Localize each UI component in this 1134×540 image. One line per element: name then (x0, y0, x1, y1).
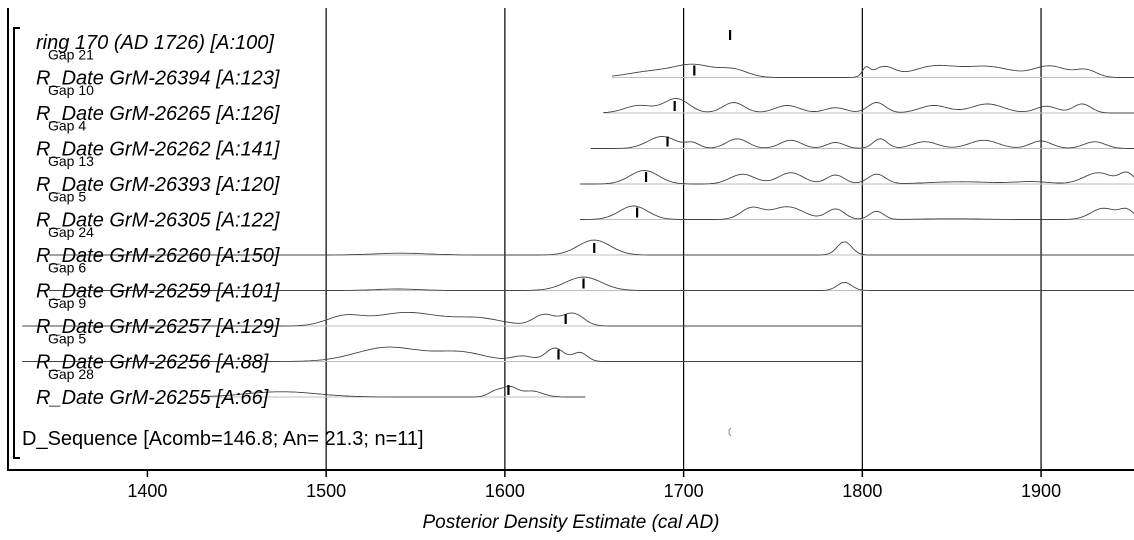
likelihood-curve (612, 63, 1134, 78)
distributions (22, 30, 1134, 437)
row-label: R_Date GrM-26393 [A:120] (36, 174, 280, 196)
x-tick-label: 1800 (842, 481, 882, 501)
row-label: R_Date GrM-26255 [A:66] (36, 387, 269, 409)
gap-label: Gap 5 (48, 331, 86, 347)
gap-label: Gap 5 (48, 189, 86, 205)
plot-frame (7, 8, 1134, 471)
row-label: R_Date GrM-26262 [A:141] (36, 139, 280, 161)
row-labels: ring 170 (AD 1726) [A:100]Gap 21 R_Date G… (22, 32, 424, 450)
x-tick-label: 1900 (1021, 481, 1061, 501)
x-axis-title: Posterior Density Estimate (cal AD) (422, 512, 719, 533)
x-tick-label: 1500 (306, 481, 346, 501)
likelihood-curve (603, 98, 1134, 114)
gap-label: Gap 13 (48, 153, 94, 169)
likelihood-curve (22, 311, 863, 327)
row-label: R_Date GrM-26256 [A:88] (36, 352, 269, 374)
sequence-bracket (13, 27, 20, 459)
gap-label: Gap 9 (48, 295, 86, 311)
gap-label: Gap 4 (48, 118, 86, 134)
likelihood-curve (200, 385, 586, 398)
likelihood-curve (579, 170, 1134, 185)
gap-label: Gap 6 (48, 260, 86, 276)
row-label: R_Date GrM-26394 [A:123] (36, 68, 280, 90)
row-label: R_Date GrM-26265 [A:126] (36, 103, 280, 125)
x-axis: 1400 1500 1600 1700 1800 1900 (127, 470, 1061, 501)
plot-area (8, 8, 1134, 470)
gap-label: Gap 10 (48, 82, 94, 98)
gap-label: Gap 21 (48, 47, 94, 63)
row-label: ring 170 (AD 1726) [A:100] (36, 32, 274, 54)
row-label: D_Sequence [Acomb=146.8; An= 21.3; n=11] (22, 428, 424, 450)
gap-label: Gap 28 (48, 366, 94, 382)
likelihood-curve (590, 136, 1134, 149)
row-label: R_Date GrM-26305 [A:122] (36, 210, 280, 232)
row-label: R_Date GrM-26257 [A:129] (36, 316, 280, 338)
x-tick-label: 1400 (127, 481, 167, 501)
sequence-boundary-marker (728, 427, 732, 437)
vertical-gridlines (325, 8, 1042, 470)
row-label: R_Date GrM-26260 [A:150] (36, 245, 280, 267)
x-tick-label: 1700 (664, 481, 704, 501)
likelihood-curve (579, 205, 1134, 220)
row-label: R_Date GrM-26259 [A:101] (36, 281, 280, 303)
gap-label: Gap 24 (48, 224, 94, 240)
x-tick-label: 1600 (485, 481, 525, 501)
likelihood-curve (22, 346, 863, 362)
likelihood-curve (49, 276, 1134, 291)
likelihood-curve (49, 239, 1134, 256)
